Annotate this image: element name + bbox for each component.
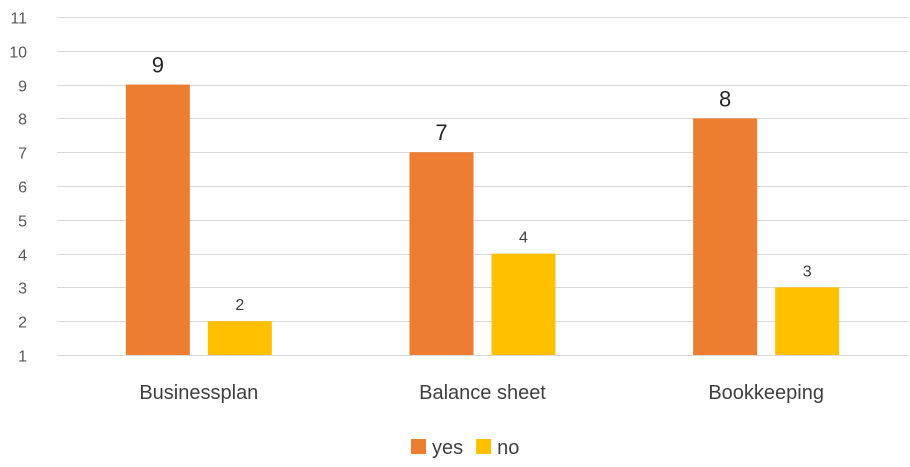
y-tick-label: 3 [18,281,27,298]
bar-yes [693,118,758,356]
x-axis-category-labels: Businessplan Balance sheet Bookkeeping [139,382,824,404]
data-labels: 9 2 7 4 8 3 [152,53,812,315]
category-label: Bookkeeping [708,382,824,404]
y-tick-label: 2 [18,315,27,332]
legend-swatch-yes [411,439,426,454]
data-label-yes: 8 [719,86,731,111]
data-label-no: 2 [235,297,244,314]
category-label: Businessplan [139,382,258,404]
y-tick-label: 5 [18,214,27,231]
y-tick-label: 11 [10,11,27,28]
data-label-no: 4 [519,230,528,247]
y-tick-label: 4 [18,248,27,265]
y-tick-label: 10 [9,45,27,62]
bar-no [207,321,272,355]
data-label-yes: 7 [435,120,447,145]
bar-yes [409,152,474,355]
legend-label-no: no [497,437,519,459]
legend: yes no [411,437,519,459]
bars [125,84,840,356]
y-tick-label: 1 [18,349,27,366]
y-tick-label: 6 [18,180,27,197]
bar-no [775,287,840,355]
y-axis-tick-labels: 1 2 3 4 5 6 7 8 9 10 11 [9,11,27,366]
y-tick-label: 8 [18,112,27,129]
data-label-yes: 9 [152,53,164,78]
bar-yes [125,84,190,355]
legend-swatch-no [476,439,492,454]
category-label: Balance sheet [419,382,546,404]
legend-label-yes: yes [432,437,463,459]
gridlines [57,17,908,356]
y-tick-label: 9 [18,79,27,96]
y-tick-label: 7 [18,146,27,163]
bar-no [491,253,556,355]
data-label-no: 3 [803,263,812,280]
